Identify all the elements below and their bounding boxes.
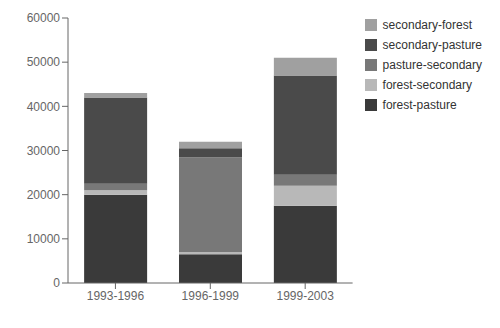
html-text:secondary-forest: secondary-forest [382, 18, 472, 32]
html-text:secondary-pasture: secondary-pasture [382, 38, 482, 52]
html-text:pasture-secondary: pasture-secondary [382, 58, 482, 72]
svg-text:60000: 60000 [27, 11, 61, 25]
svg-text:30000: 30000 [27, 144, 61, 158]
svg-text:0: 0 [53, 276, 60, 290]
svg-text:1993-1996: 1993-1996 [87, 289, 145, 303]
svg-text:40000: 40000 [27, 100, 61, 114]
html-text:forest-pasture: forest-pasture [382, 98, 457, 112]
html-text:forest-secondary: forest-secondary [382, 78, 472, 92]
svg-text:20000: 20000 [27, 188, 61, 202]
svg-text:10000: 10000 [27, 232, 61, 246]
svg-text:50000: 50000 [27, 55, 61, 69]
svg-text:1999-2003: 1999-2003 [276, 289, 334, 303]
svg-text:1996-1999: 1996-1999 [182, 289, 240, 303]
